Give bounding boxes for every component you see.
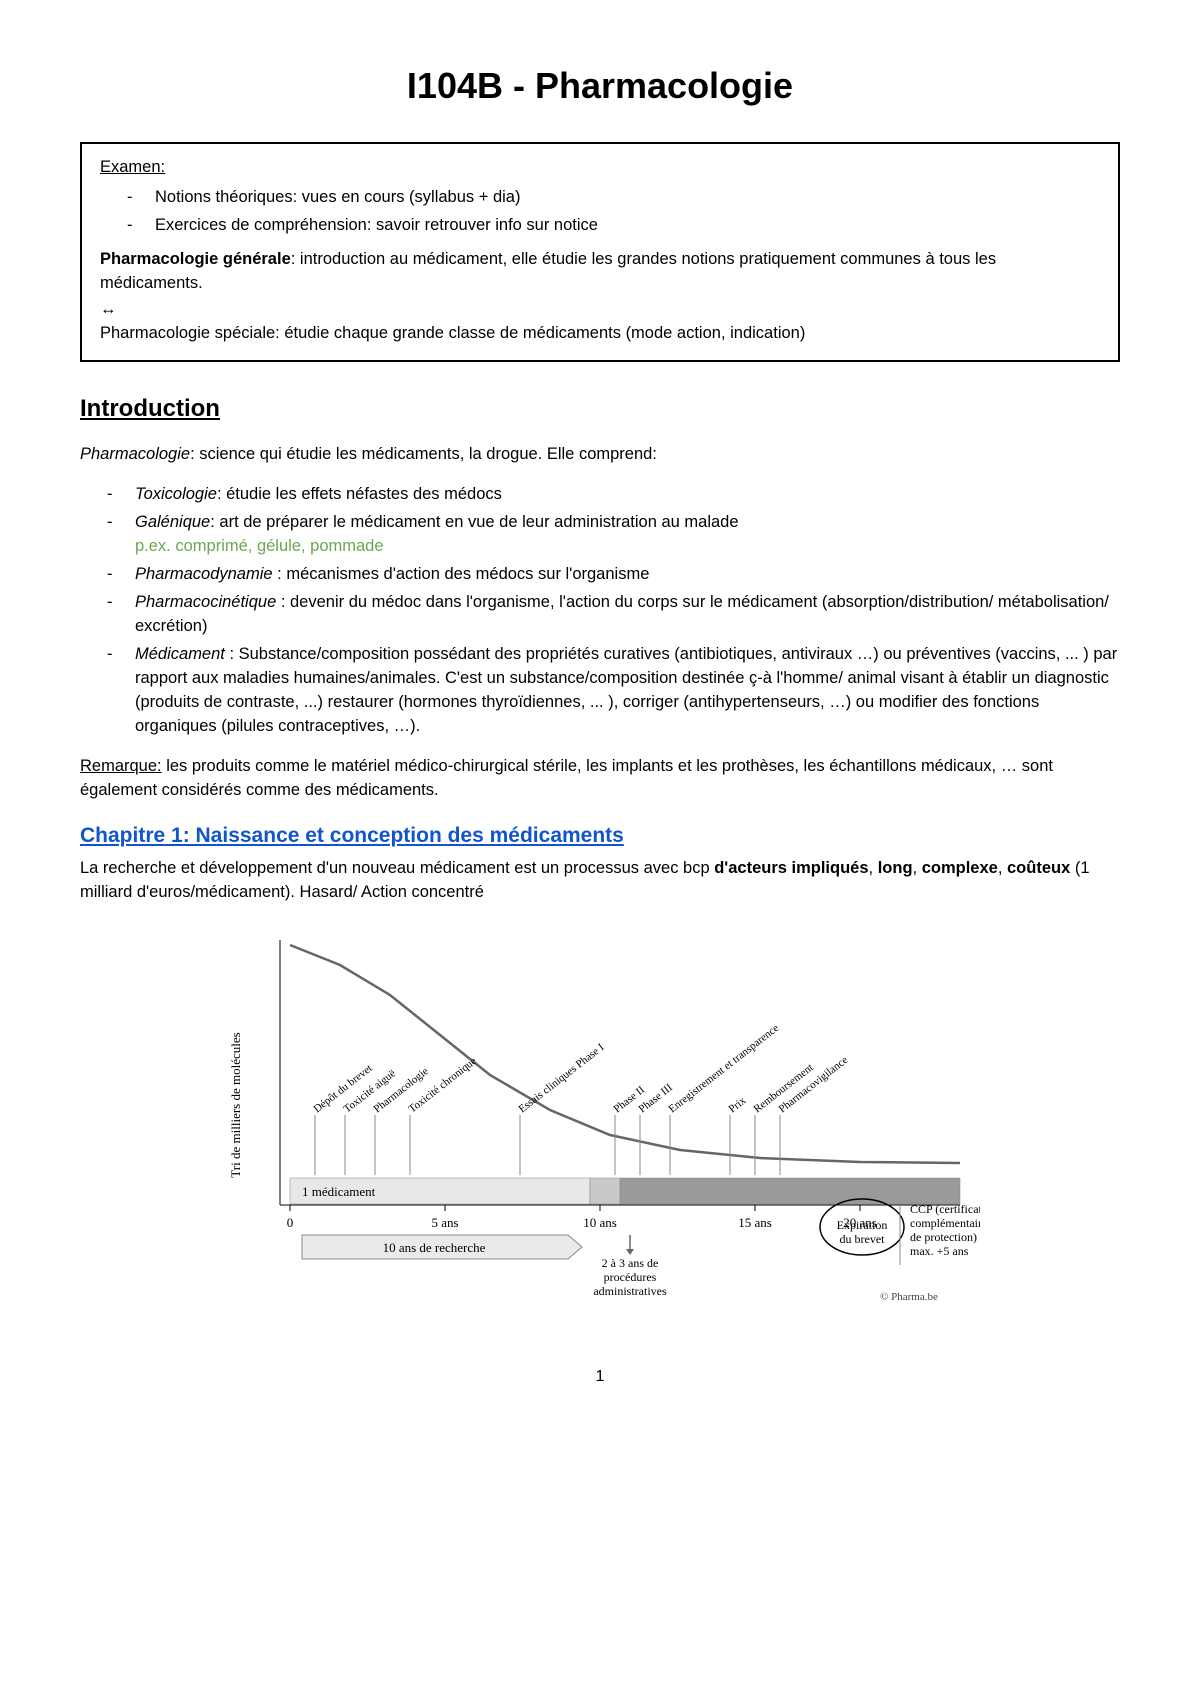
list-item: Toxicologie: étudie les effets néfastes …	[135, 483, 1120, 507]
svg-text:de protection): de protection)	[910, 1230, 977, 1244]
svg-text:Expiration: Expiration	[837, 1218, 888, 1232]
svg-text:CCP (certificat: CCP (certificat	[910, 1202, 980, 1216]
intro-remark: Remarque: les produits comme le matériel…	[80, 755, 1120, 803]
chapter1-intro: La recherche et développement d'un nouve…	[80, 857, 1120, 905]
svg-text:max. +5 ans: max. +5 ans	[910, 1244, 969, 1258]
list-item: Pharmacodynamie : mécanismes d'action de…	[135, 563, 1120, 587]
exam-list: Notions théoriques: vues en cours (sylla…	[100, 186, 1100, 238]
svg-text:Tri de milliers de molécules: Tri de milliers de molécules	[228, 1033, 243, 1178]
svg-text:15 ans: 15 ans	[738, 1215, 772, 1230]
drug-development-diagram: Tri de milliers de molécules 1 médicament…	[220, 935, 980, 1305]
svg-text:5 ans: 5 ans	[431, 1215, 458, 1230]
list-item: Exercices de compréhension: savoir retro…	[155, 214, 1100, 238]
intro-lead: Pharmacologie: science qui étudie les mé…	[80, 443, 1120, 467]
list-item: Notions théoriques: vues en cours (sylla…	[155, 186, 1100, 210]
page-title: I104B - Pharmacologie	[80, 60, 1120, 112]
intro-list: Toxicologie: étudie les effets néfastes …	[80, 483, 1120, 738]
exam-box: Examen: Notions théoriques: vues en cour…	[80, 142, 1120, 361]
svg-text:10 ans: 10 ans	[583, 1215, 617, 1230]
svg-text:1 médicament: 1 médicament	[302, 1184, 376, 1199]
exam-heading: Examen:	[100, 158, 165, 176]
chapter1-heading: Chapitre 1: Naissance et conception des …	[80, 821, 1120, 851]
pharma-speciale: Pharmacologie spéciale: étudie chaque gr…	[100, 322, 1100, 346]
svg-text:2 à 3 ans de: 2 à 3 ans de	[602, 1256, 659, 1270]
svg-text:complémentaire: complémentaire	[910, 1216, 980, 1230]
svg-text:administratives: administratives	[593, 1284, 667, 1298]
svg-text:© Pharma.be: © Pharma.be	[880, 1291, 938, 1303]
list-item: Médicament : Substance/composition possé…	[135, 643, 1120, 739]
svg-text:10 ans de recherche: 10 ans de recherche	[383, 1240, 486, 1255]
page-number: 1	[80, 1365, 1120, 1388]
svg-text:0: 0	[287, 1215, 294, 1230]
galenique-example: p.ex. comprimé, gélule, pommade	[135, 537, 384, 555]
intro-heading: Introduction	[80, 392, 1120, 427]
list-item: Pharmacocinétique : devenir du médoc dan…	[135, 591, 1120, 639]
svg-text:du brevet: du brevet	[840, 1232, 886, 1246]
list-item: Galénique: art de préparer le médicament…	[135, 511, 1120, 559]
svg-text:procédures: procédures	[604, 1270, 657, 1284]
svg-text:Essais cliniques Phase I: Essais cliniques Phase I	[516, 1041, 606, 1115]
svg-text:Prix: Prix	[726, 1095, 748, 1116]
arrow-symbol: ↔	[100, 298, 1100, 322]
pharma-generale: Pharmacologie générale: introduction au …	[100, 248, 1100, 296]
